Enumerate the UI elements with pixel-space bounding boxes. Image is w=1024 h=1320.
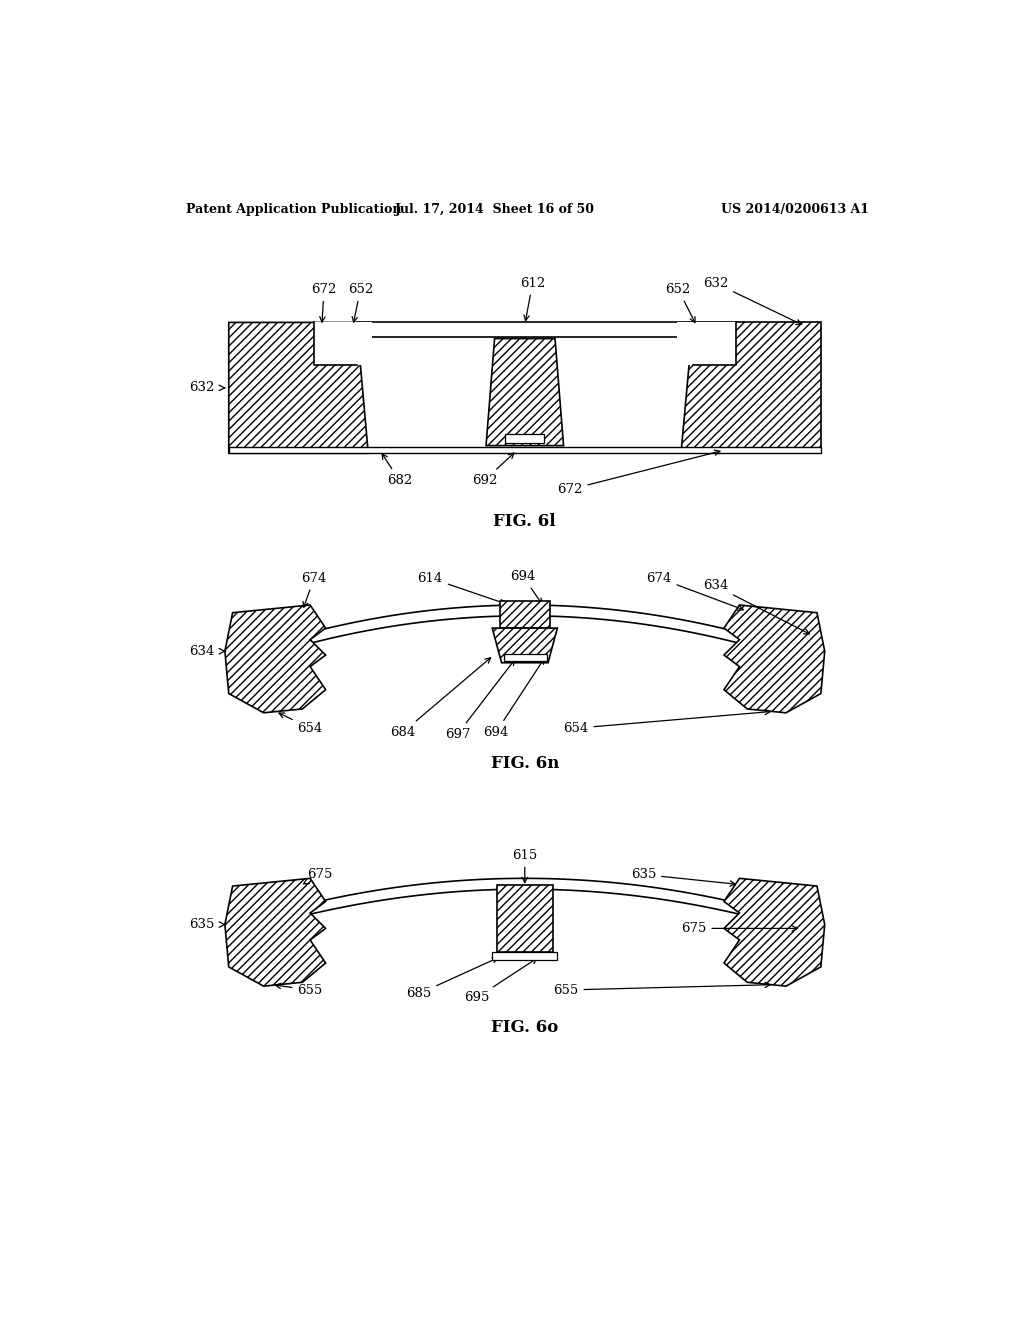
Text: 672: 672 (557, 450, 720, 496)
Text: FIG. 6o: FIG. 6o (492, 1019, 558, 1036)
Text: 652: 652 (666, 282, 695, 322)
Text: 694: 694 (483, 659, 544, 739)
Text: 695: 695 (464, 958, 537, 1005)
Text: 697: 697 (444, 660, 514, 741)
Text: 682: 682 (382, 454, 412, 487)
Bar (500, 601, 550, 628)
Text: 684: 684 (390, 657, 490, 739)
Bar (504, 653, 547, 661)
Bar (497, 884, 553, 952)
Text: 654: 654 (279, 713, 323, 735)
Polygon shape (724, 605, 824, 713)
Bar (314, 322, 372, 364)
Text: 632: 632 (702, 277, 802, 325)
Text: 632: 632 (189, 381, 215, 395)
Bar (228, 447, 821, 453)
Polygon shape (228, 605, 821, 668)
Text: 694: 694 (511, 570, 542, 603)
Polygon shape (724, 878, 824, 986)
Bar (356, 322, 693, 337)
Text: 615: 615 (512, 849, 538, 883)
Polygon shape (486, 339, 563, 446)
Polygon shape (493, 628, 557, 663)
Polygon shape (228, 322, 369, 453)
Text: 655: 655 (275, 983, 323, 997)
Text: 675: 675 (681, 921, 798, 935)
Bar (493, 952, 557, 960)
Text: 655: 655 (553, 982, 770, 997)
Text: 652: 652 (348, 282, 373, 322)
Text: US 2014/0200613 A1: US 2014/0200613 A1 (721, 203, 869, 216)
Text: 612: 612 (520, 277, 545, 321)
Text: 614: 614 (418, 572, 506, 605)
Text: 672: 672 (311, 282, 337, 322)
Bar (678, 322, 735, 364)
Text: 674: 674 (301, 572, 327, 607)
Text: 685: 685 (406, 957, 498, 1001)
Text: FIG. 6l: FIG. 6l (494, 512, 556, 529)
Polygon shape (225, 878, 326, 986)
Text: 635: 635 (189, 917, 215, 931)
Polygon shape (245, 878, 805, 932)
Text: Patent Application Publication: Patent Application Publication (186, 203, 401, 216)
Text: 675: 675 (303, 869, 333, 884)
Text: Jul. 17, 2014  Sheet 16 of 50: Jul. 17, 2014 Sheet 16 of 50 (395, 203, 595, 216)
Text: 635: 635 (631, 869, 735, 886)
Text: 634: 634 (702, 579, 809, 634)
Text: 674: 674 (646, 572, 743, 610)
Text: 654: 654 (563, 709, 770, 735)
Polygon shape (681, 322, 821, 453)
Polygon shape (225, 605, 326, 713)
Text: 634: 634 (189, 644, 215, 657)
Text: FIG. 6n: FIG. 6n (490, 755, 559, 772)
Bar (506, 434, 544, 444)
Text: 692: 692 (472, 453, 514, 487)
